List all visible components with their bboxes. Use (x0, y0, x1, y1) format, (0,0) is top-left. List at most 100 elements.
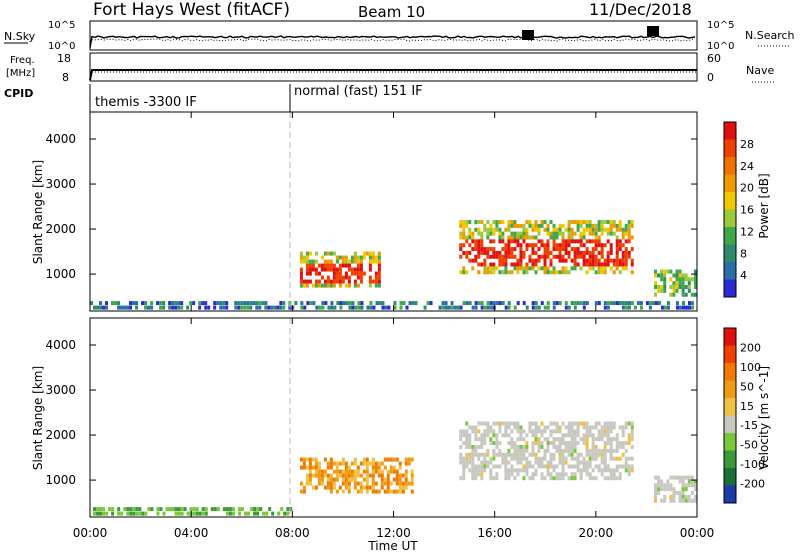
data-cell (135, 301, 139, 306)
data-cell (299, 283, 303, 288)
data-cell (495, 437, 499, 442)
data-cell (308, 461, 312, 466)
data-cell (300, 305, 304, 310)
data-cell (308, 477, 312, 482)
data-cell (489, 425, 493, 430)
data-cell (504, 433, 508, 438)
data-cell (594, 437, 598, 442)
data-cell (389, 457, 393, 462)
data-cell (522, 476, 526, 481)
data-cell (308, 267, 312, 272)
data-cell (576, 250, 580, 255)
data-cell (585, 239, 589, 244)
data-cell (338, 263, 342, 268)
data-cell (540, 444, 544, 449)
data-cell (195, 511, 199, 516)
data-cell (582, 301, 586, 306)
data-cell (462, 227, 466, 232)
data-cell (660, 273, 664, 278)
nsearch-tick-bottom: 10^0 (707, 41, 734, 52)
data-cell (480, 250, 484, 255)
data-cell (326, 461, 330, 466)
data-cell (621, 464, 625, 469)
data-cell (407, 457, 411, 462)
data-cell (471, 258, 475, 263)
data-cell (465, 433, 469, 438)
data-cell (528, 476, 532, 481)
data-cell (537, 425, 541, 430)
data-cell (474, 472, 478, 477)
data-cell (588, 460, 592, 465)
data-cell (392, 489, 396, 494)
data-cell (462, 270, 466, 275)
data-cell (305, 283, 309, 288)
data-cell (486, 254, 490, 259)
data-cell (477, 456, 481, 461)
data-cell (579, 250, 583, 255)
data-cell (283, 511, 287, 516)
data-cell (579, 231, 583, 236)
data-cell (323, 283, 327, 288)
data-cell (666, 487, 670, 492)
data-cell (573, 433, 577, 438)
data-cell (486, 429, 490, 434)
data-cell (99, 301, 103, 306)
data-cell (618, 444, 622, 449)
nsky-line (89, 35, 696, 49)
data-cell (621, 243, 625, 248)
data-cell (579, 220, 583, 225)
data-cell (374, 259, 378, 264)
data-cell (537, 231, 541, 236)
data-cell (492, 231, 496, 236)
data-cell (483, 305, 487, 310)
data-cell (314, 267, 318, 272)
data-cell (462, 231, 466, 236)
data-cell (477, 444, 481, 449)
data-cell (510, 239, 514, 244)
data-cell (371, 473, 375, 478)
data-cell (371, 485, 375, 490)
data-cell (144, 511, 148, 516)
data-cell (365, 461, 369, 466)
data-cell (410, 473, 414, 478)
data-cell (317, 465, 321, 470)
data-cell (612, 456, 616, 461)
data-cell (624, 250, 628, 255)
data-cell (666, 269, 670, 274)
data-cell (302, 489, 306, 494)
data-cell (513, 456, 517, 461)
data-cell (368, 259, 372, 264)
data-cell (591, 476, 595, 481)
data-cell (522, 301, 526, 306)
data-cell (660, 288, 664, 293)
data-cell (350, 255, 354, 260)
data-cell (492, 254, 496, 259)
data-cell (492, 266, 496, 271)
data-cell (684, 494, 688, 499)
data-cell (468, 468, 472, 473)
data-cell (377, 279, 381, 284)
data-cell (327, 305, 331, 310)
data-cell (681, 288, 685, 293)
data-cell (305, 481, 309, 486)
data-cell (362, 255, 366, 260)
data-cell (353, 255, 357, 260)
data-cell (474, 433, 478, 438)
data-cell (459, 305, 463, 310)
data-cell (362, 477, 366, 482)
data-cell (504, 476, 508, 481)
data-cell (624, 456, 628, 461)
data-cell (615, 476, 619, 481)
data-cell (332, 275, 336, 280)
data-cell (177, 301, 181, 306)
data-cell (362, 485, 366, 490)
data-cell (474, 437, 478, 442)
data-cell (362, 271, 366, 276)
data-cell (384, 305, 388, 310)
data-cell (477, 472, 481, 477)
data-cell (498, 452, 502, 457)
data-cell (693, 273, 697, 278)
data-cell (120, 305, 124, 310)
data-cell (588, 250, 592, 255)
data-cell (459, 247, 463, 252)
